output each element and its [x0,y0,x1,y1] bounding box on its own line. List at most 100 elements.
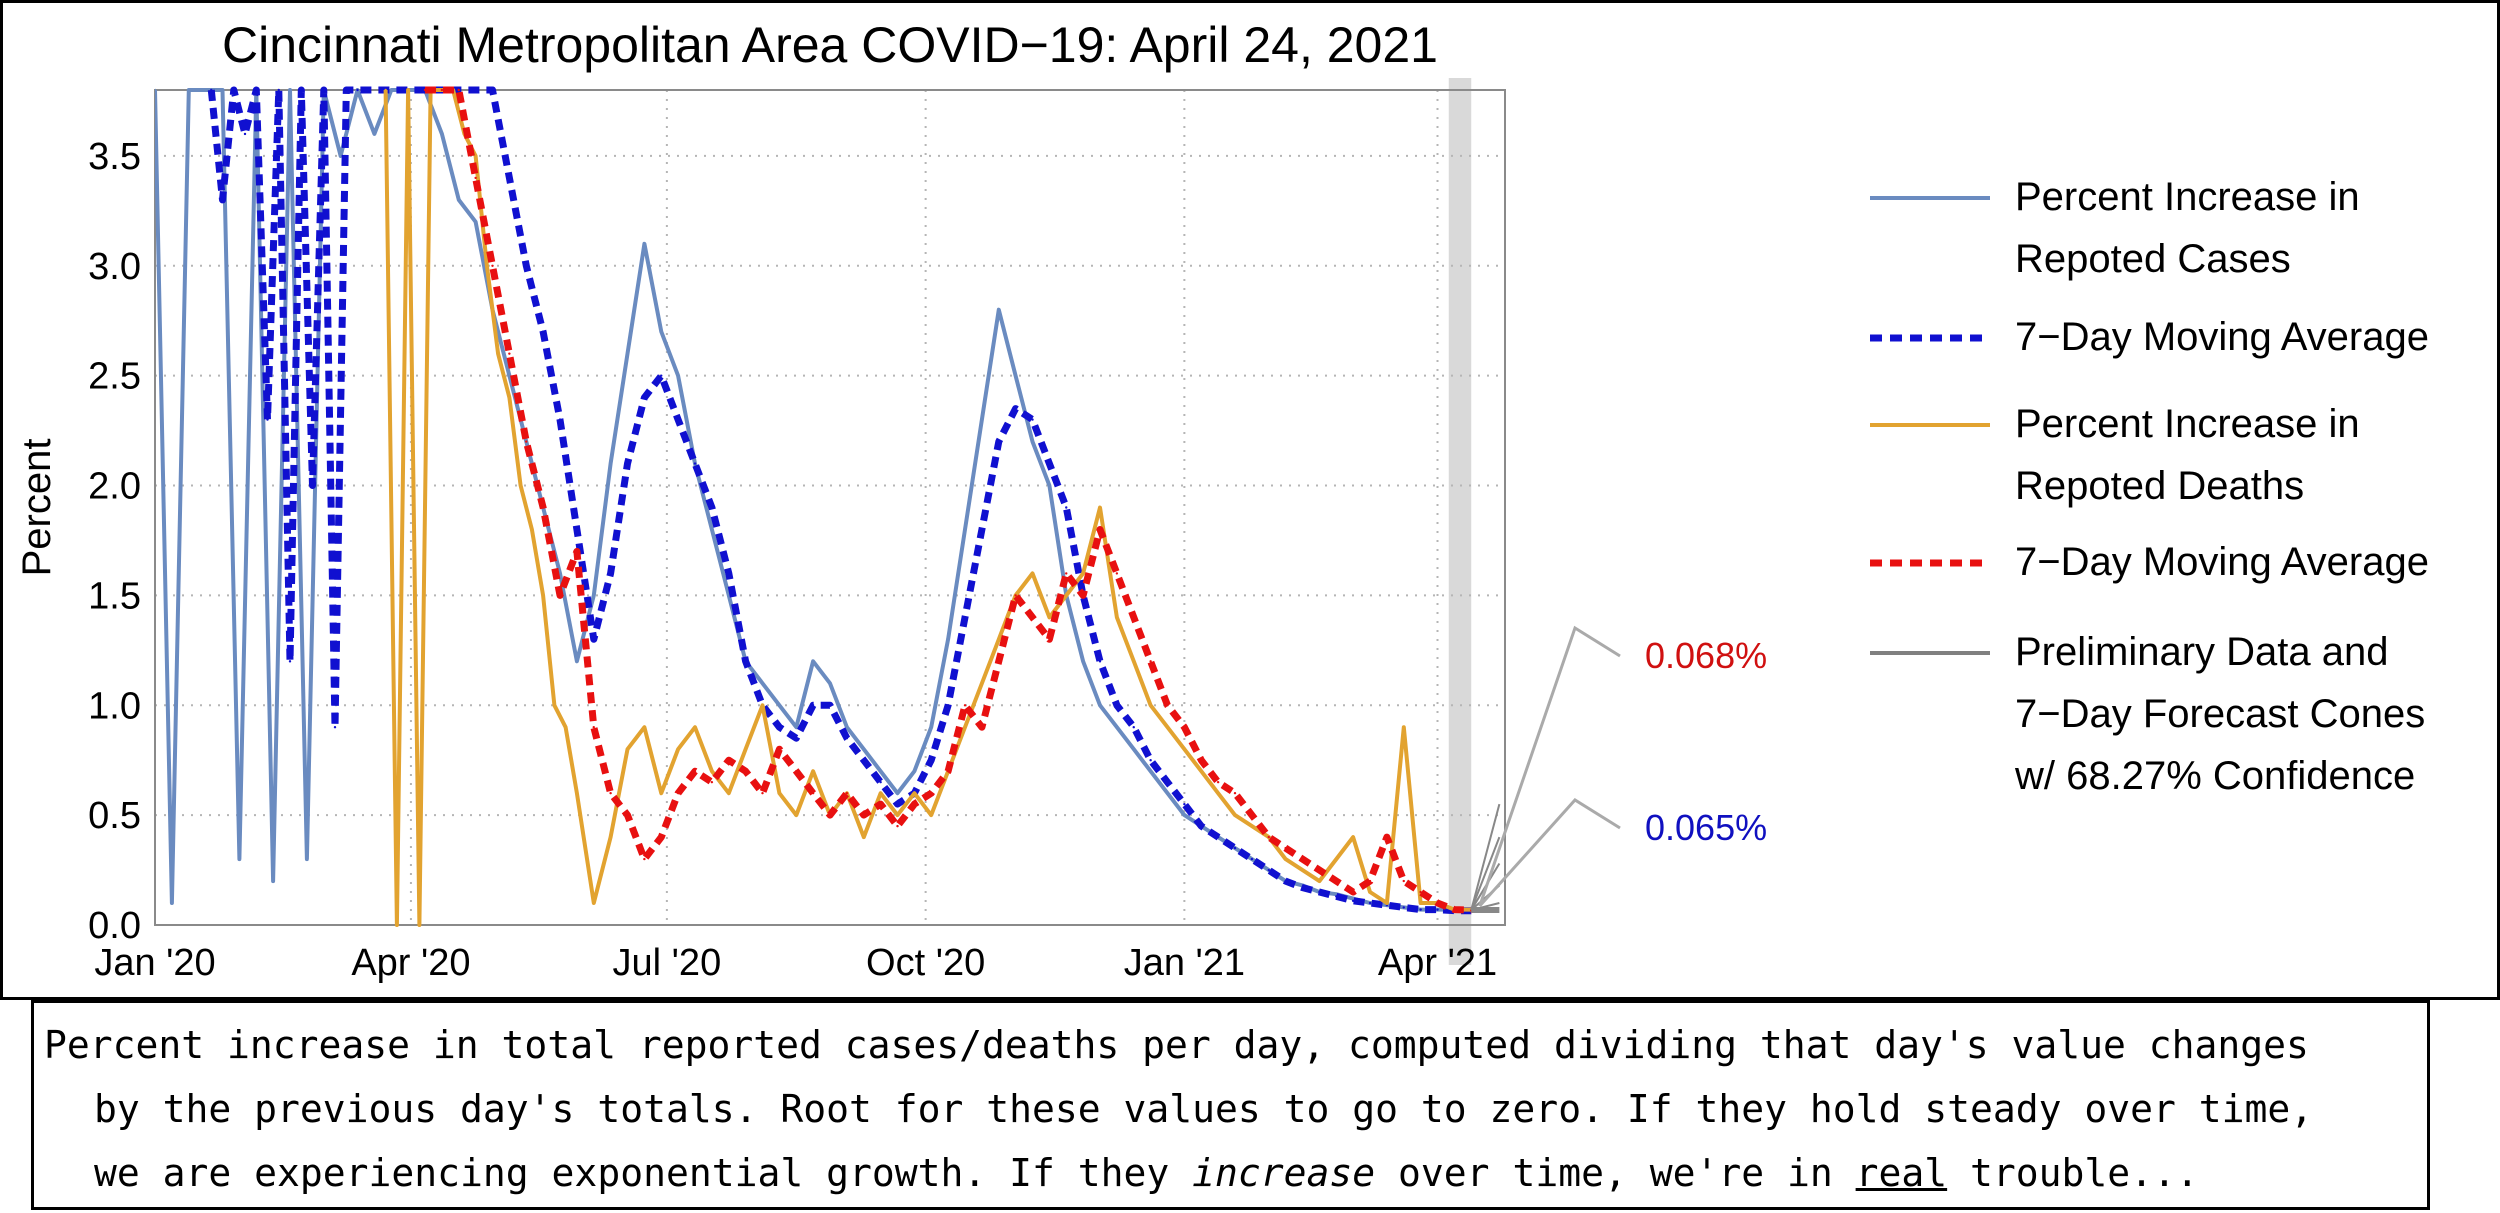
legend-label-2: Percent Increase in [2015,402,2360,446]
series-point-2 [980,682,984,685]
caption-line-1: Percent increase in total reported cases… [44,1023,2309,1067]
series-point-1 [1301,886,1304,889]
series-point-3 [1115,572,1119,575]
series-point-0 [879,769,882,773]
series-point-0 [710,528,714,531]
series-point-3 [1284,846,1287,850]
series-point-3 [811,791,815,795]
series-point-3 [1267,835,1270,839]
series-point-3 [1436,901,1439,905]
series-point-3 [930,791,933,795]
series-point-1 [1233,846,1237,850]
legend-label-4: Preliminary Data and [2015,630,2389,674]
series-point-3 [1301,857,1304,861]
caption-line-3: we are experiencing exponential growth. … [44,1141,2427,1205]
y-tick-label: 2.5 [88,356,141,398]
series-point-1 [1115,704,1119,707]
series-point-0 [288,88,292,92]
series-point-0 [660,330,663,333]
series-point-0 [778,704,781,707]
series-point-0 [980,418,984,421]
series-point-3 [474,176,477,180]
series-point-2 [1098,506,1102,509]
series-point-1 [1183,802,1186,806]
series-point-1 [1098,660,1102,663]
series-point-3 [980,726,984,729]
series-point-0 [373,132,376,136]
series-point-0 [1098,704,1102,707]
series-point-0 [795,726,798,729]
legend-label-2: Repoted Deaths [2015,464,2304,508]
series-point-0 [457,198,460,202]
series-point-2 [406,88,410,92]
series-point-3 [1200,758,1203,762]
series-point-3 [1149,660,1152,663]
series-point-0 [221,88,224,92]
y-tick-label: 3.0 [88,246,141,288]
series-point-3 [1402,879,1405,883]
series-point-3 [1065,572,1068,575]
series-point-3 [1183,726,1186,729]
legend-label-3: 7−Day Moving Average [2015,540,2429,584]
forecast-cone-line [1470,836,1501,911]
legend-label-0: Percent Increase in [2015,175,2360,219]
series-point-3 [525,440,528,443]
series-point-3 [1081,594,1085,597]
series-point-1 [1267,868,1270,872]
series-point-0 [963,528,967,531]
series-point-0 [845,726,849,729]
series-point-1 [1014,407,1017,410]
series-point-3 [963,704,967,707]
series-point-1 [963,616,967,619]
series-point-0 [930,726,933,729]
series-point-2 [418,923,421,927]
series-point-3 [761,791,764,795]
series-point-3 [1368,879,1372,883]
series-point-1 [491,88,494,92]
series-point-3 [1132,616,1135,619]
series-point-3 [1098,528,1102,531]
series-point-2 [1284,857,1287,861]
series-point-0 [761,682,764,685]
series-point-3 [1250,813,1254,817]
series-point-0 [676,374,680,377]
series-point-3 [1031,616,1034,619]
legend: Percent Increase in Repoted Cases 7−Day Mo… [1870,175,2429,798]
series-point-2 [744,748,747,751]
series-point-0 [946,638,950,641]
series-point-1 [744,660,747,663]
series-point-1 [727,572,730,575]
caption-text: we are experiencing exponential growth. … [94,1151,1193,1195]
series-point-2 [592,901,595,905]
series-point-0 [1132,748,1135,751]
series-point-0 [508,374,511,377]
series-point-2 [1402,726,1405,729]
series-point-3 [845,791,849,795]
series-line-2 [383,88,1472,927]
series-point-0 [170,901,174,905]
series-point-2 [1081,572,1085,575]
series-point-2 [710,769,714,773]
series-point-2 [1216,791,1220,795]
series-point-1 [1200,824,1203,828]
series-point-1 [1402,906,1405,909]
x-tick-label: Jan '21 [1124,942,1245,984]
series-point-2 [626,748,629,751]
series-point-2 [811,769,815,773]
series-point-3 [1048,638,1051,641]
legend-label-4: w/ 68.27% Confidence [2014,754,2415,798]
series-point-1 [828,704,832,707]
series-point-2 [575,791,579,795]
series-point-1 [311,484,314,487]
series-point-3 [913,802,916,806]
series-point-3 [575,550,579,553]
series-point-1 [221,198,224,202]
series-point-2 [1301,868,1304,872]
series-point-1 [710,506,714,509]
series-point-0 [862,748,865,751]
series-point-2 [963,726,967,729]
series-point-3 [1318,868,1321,872]
series-point-1 [1284,879,1287,883]
series-point-2 [530,528,534,531]
series-point-2 [1351,835,1355,839]
